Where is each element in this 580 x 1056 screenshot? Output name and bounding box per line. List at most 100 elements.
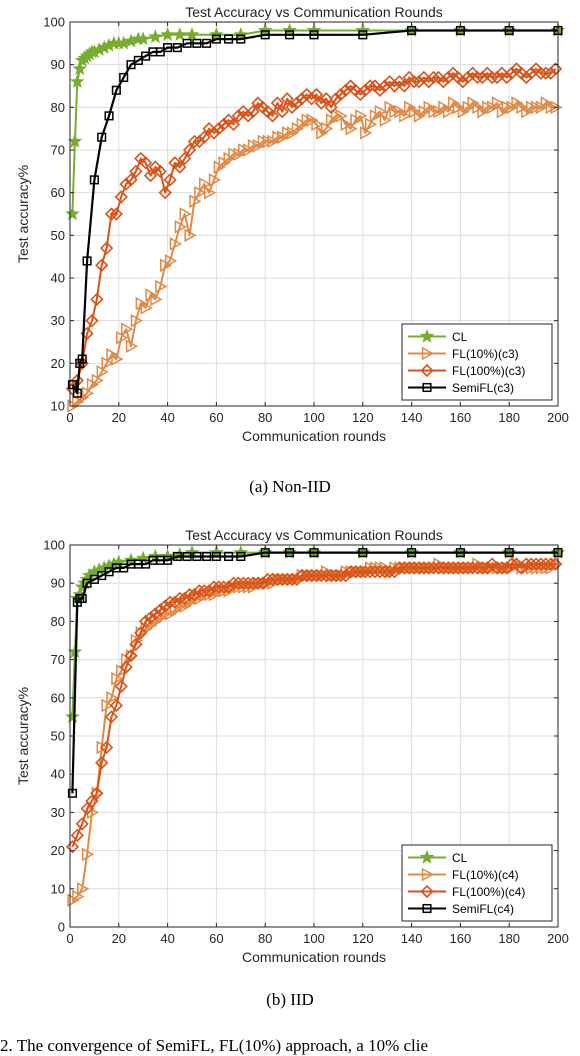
data-point-fl-100 — [207, 580, 221, 594]
data-point-fl-100 — [475, 561, 489, 575]
y-tick-label: 40 — [51, 767, 65, 782]
data-point-fl-100 — [422, 561, 436, 575]
data-point-fl-100 — [295, 92, 309, 106]
legend-marker — [422, 903, 432, 914]
x-tick-label: 120 — [352, 931, 374, 946]
y-tick-label: 70 — [51, 143, 65, 158]
data-point-cl — [72, 61, 87, 76]
data-point-fl-100 — [505, 66, 519, 80]
data-point-fl-100 — [441, 70, 455, 85]
chart-title: Test Accuracy vs Communication Rounds — [185, 4, 443, 20]
data-point-fl-100 — [187, 134, 202, 149]
x-tick-label: 160 — [450, 410, 472, 425]
data-point-fl-100 — [256, 576, 270, 590]
data-point-fl-100 — [109, 207, 123, 221]
data-point-fl-100 — [143, 168, 158, 183]
legend-marker — [421, 867, 435, 882]
data-point-fl-10 — [77, 882, 90, 896]
data-point-fl-100 — [495, 561, 509, 575]
data-point-semifl — [192, 551, 202, 562]
legend-label: CL — [452, 851, 468, 865]
data-point-cl — [282, 22, 297, 37]
data-point-semifl — [97, 132, 107, 142]
data-point-fl-100 — [470, 70, 485, 85]
data-point-fl-100 — [178, 591, 192, 606]
data-point-fl-10 — [164, 254, 178, 268]
legend-label: SemiFL(c3) — [452, 381, 514, 395]
legend-marker — [422, 382, 432, 393]
data-point-fl-100 — [99, 740, 114, 755]
data-point-fl-100 — [304, 568, 319, 583]
data-point-fl-100 — [226, 576, 241, 590]
data-point-fl-100 — [490, 561, 504, 575]
data-point-cl — [148, 29, 163, 44]
data-point-fl-10 — [169, 237, 182, 251]
series-line-semifl — [71, 29, 558, 395]
y-tick-label: 20 — [51, 356, 65, 371]
data-point-fl-100 — [95, 756, 109, 770]
data-point-fl-10 — [379, 113, 392, 127]
series-cl — [65, 22, 566, 221]
data-point-fl-100 — [539, 66, 553, 80]
y-tick-label: 10 — [51, 399, 65, 414]
data-point-fl-100 — [519, 557, 533, 571]
series-fl-100 — [65, 62, 563, 396]
data-point-fl-100 — [192, 584, 206, 598]
x-tick-label: 120 — [352, 410, 374, 425]
data-point-fl-100 — [241, 576, 255, 590]
data-point-semifl — [77, 593, 87, 604]
data-point-semifl — [455, 25, 465, 36]
data-point-fl-100 — [524, 557, 538, 571]
data-point-cl — [306, 22, 322, 37]
x-tick-label: 20 — [112, 410, 126, 425]
data-point-fl-100 — [182, 143, 197, 157]
data-point-fl-10 — [179, 207, 192, 221]
data-point-fl-100 — [436, 75, 450, 89]
y-tick-label: 20 — [51, 843, 65, 858]
data-point-fl-100 — [480, 561, 494, 575]
y-tick-label: 30 — [51, 805, 65, 820]
data-point-fl-100 — [314, 568, 328, 583]
data-point-semifl — [67, 788, 77, 798]
data-point-fl-100 — [192, 134, 206, 149]
data-point-semifl — [504, 25, 514, 36]
data-point-fl-100 — [197, 584, 211, 598]
data-point-fl-100 — [158, 186, 172, 200]
data-point-semifl — [67, 380, 77, 390]
data-point-fl-100 — [451, 561, 465, 575]
data-point-fl-100 — [139, 156, 153, 170]
series-fl-100 — [65, 557, 563, 854]
data-point-fl-100 — [339, 83, 353, 97]
series-line-semifl — [71, 551, 558, 794]
x-tick-label: 20 — [112, 931, 126, 946]
y-tick-label: 40 — [51, 271, 65, 286]
series-fl-10 — [67, 96, 563, 413]
data-point-fl-100 — [265, 572, 280, 587]
x-tick-label: 60 — [209, 410, 223, 425]
data-point-fl-100 — [119, 660, 133, 674]
data-point-cl — [135, 550, 151, 565]
data-point-fl-100 — [407, 75, 421, 89]
data-point-fl-100 — [241, 109, 255, 123]
data-point-fl-100 — [217, 117, 231, 132]
data-point-fl-100 — [187, 588, 202, 602]
data-point-semifl — [309, 30, 319, 40]
x-tick-label: 140 — [401, 931, 423, 946]
data-point-fl-100 — [387, 565, 402, 579]
x-tick-label: 0 — [66, 410, 73, 425]
data-point-fl-100 — [461, 70, 475, 85]
data-point-fl-100 — [363, 79, 377, 93]
data-point-fl-100 — [329, 568, 343, 583]
data-point-fl-100 — [129, 637, 143, 651]
data-point-fl-100 — [402, 561, 416, 575]
data-point-fl-100 — [373, 565, 387, 579]
data-point-fl-100 — [178, 151, 192, 166]
figure-caption-text: 2. The convergence of SemiFL, FL(10%) ap… — [0, 1036, 429, 1055]
data-point-semifl — [119, 72, 129, 83]
x-tick-label: 140 — [401, 410, 423, 425]
data-point-fl-100 — [65, 840, 80, 854]
data-point-semifl — [163, 43, 173, 53]
data-point-fl-100 — [470, 561, 485, 575]
data-point-semifl — [172, 551, 182, 562]
data-point-fl-100 — [339, 568, 353, 583]
